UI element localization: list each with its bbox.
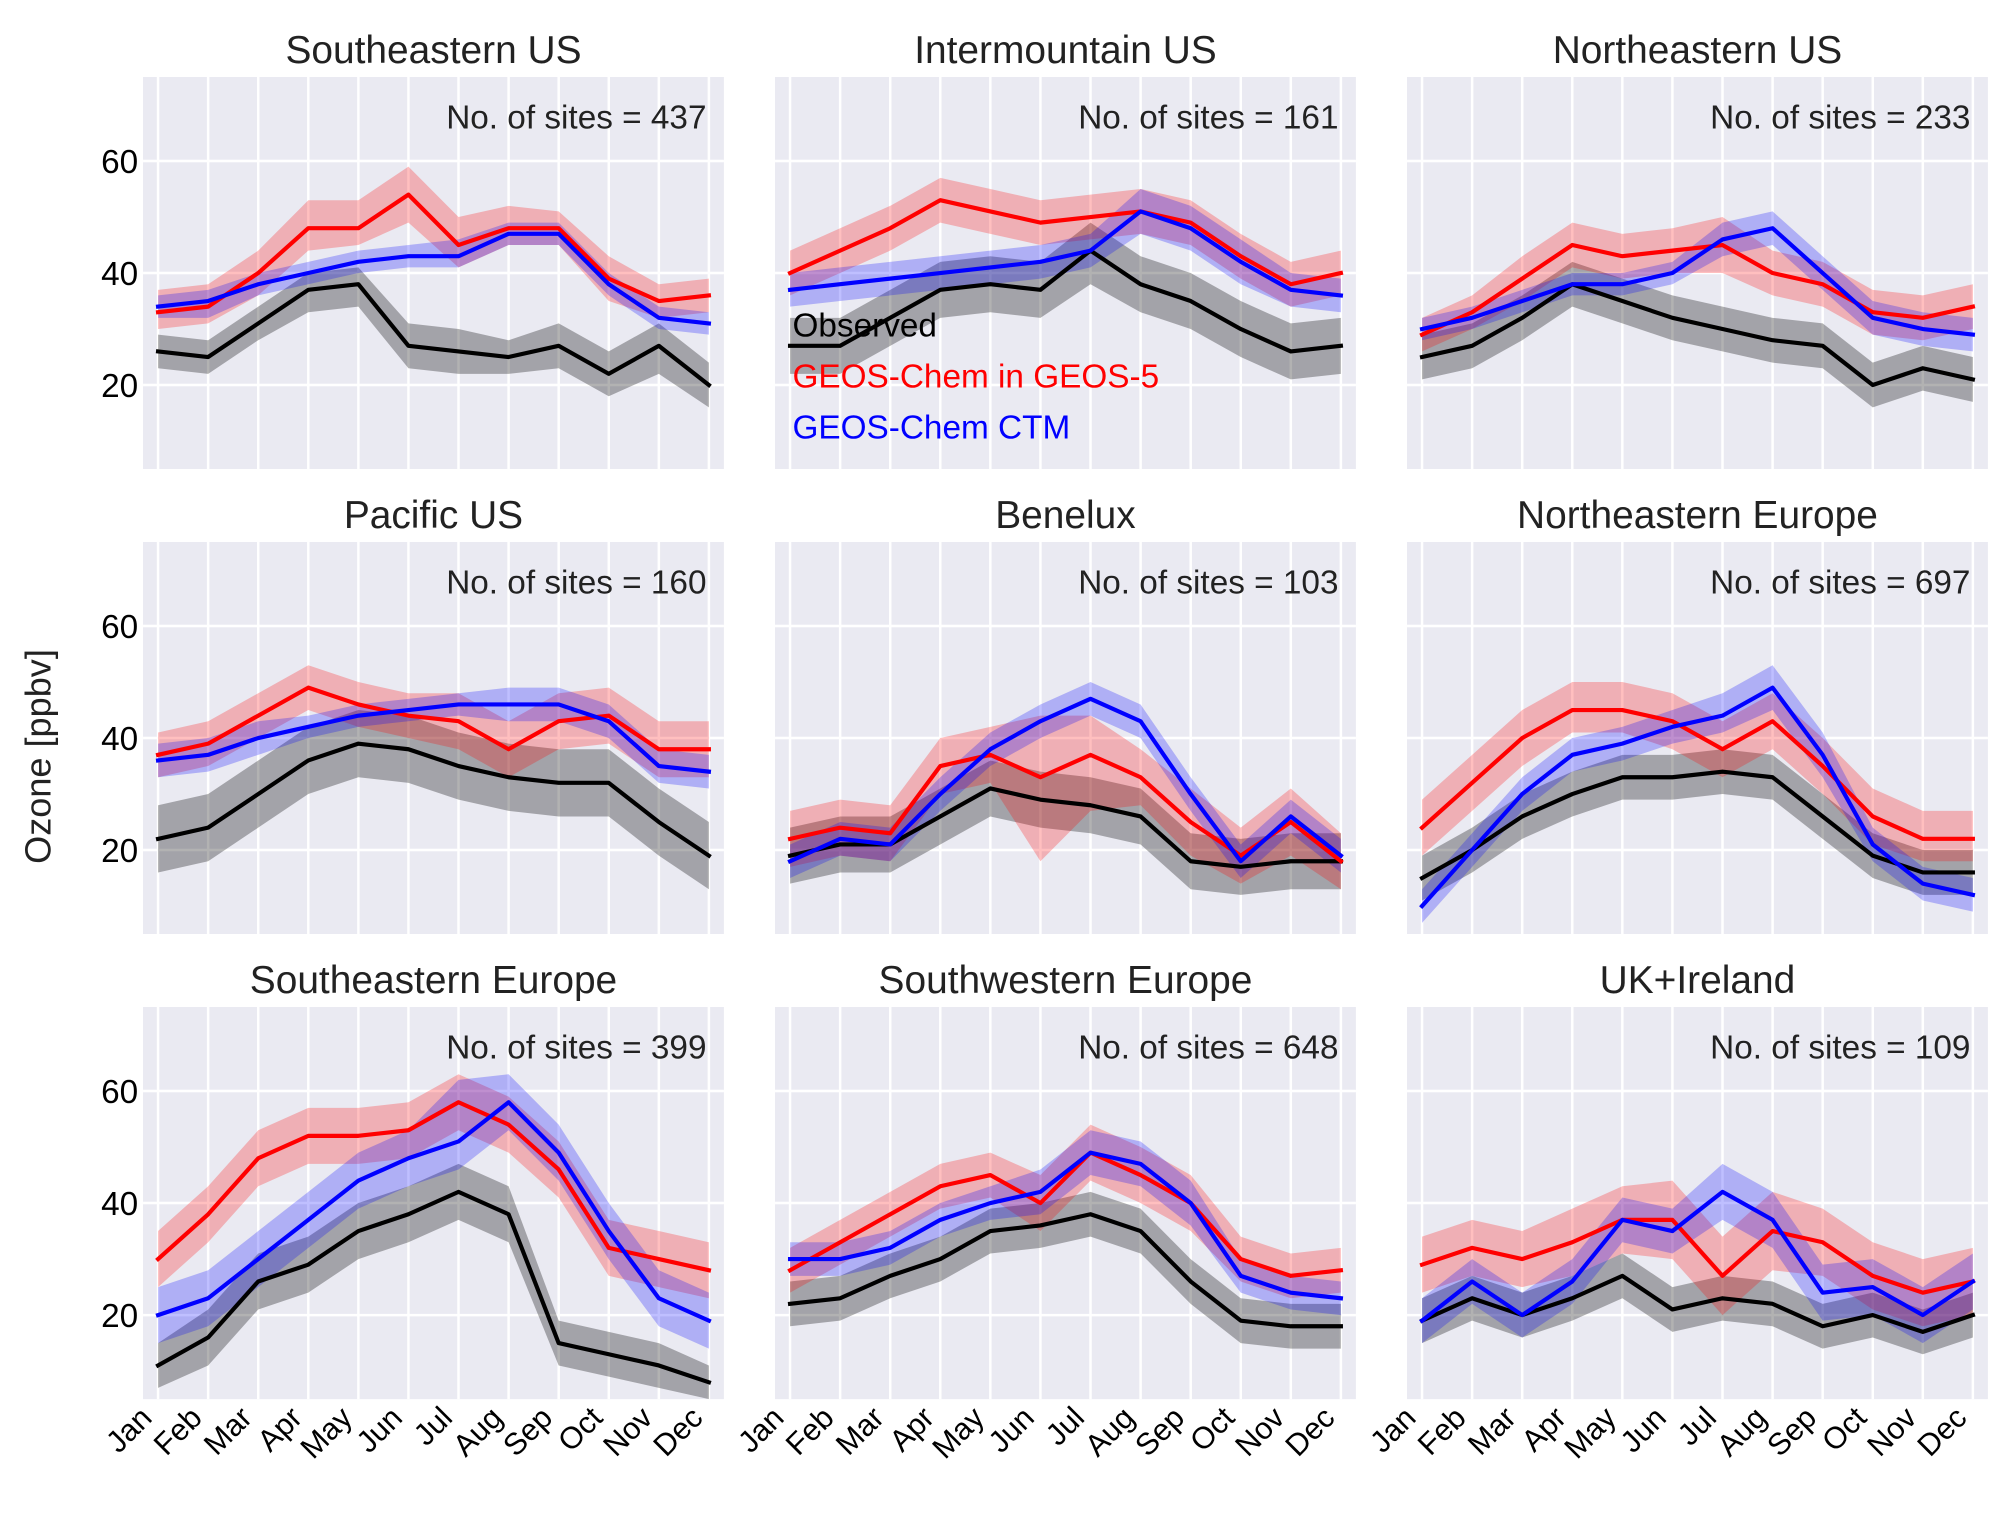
svg-text:40: 40	[101, 1186, 138, 1223]
svg-text:UK+Ireland: UK+Ireland	[1600, 959, 1796, 1002]
svg-text:No. of sites = 233: No. of sites = 233	[1710, 100, 1970, 137]
svg-text:Pacific US: Pacific US	[344, 494, 523, 537]
svg-text:60: 60	[101, 1074, 138, 1111]
svg-text:Intermountain US: Intermountain US	[914, 29, 1217, 72]
svg-text:60: 60	[101, 609, 138, 646]
svg-text:GEOS-Chem CTM: GEOS-Chem CTM	[792, 409, 1070, 446]
svg-text:Northeastern US: Northeastern US	[1553, 29, 1843, 72]
svg-text:No. of sites = 160: No. of sites = 160	[446, 565, 706, 602]
svg-text:Southeastern Europe: Southeastern Europe	[250, 959, 617, 1002]
svg-text:Ozone [ppbv]: Ozone [ppbv]	[17, 649, 58, 864]
svg-text:Southeastern US: Southeastern US	[285, 29, 581, 72]
svg-text:40: 40	[101, 721, 138, 758]
svg-text:Observed: Observed	[792, 307, 937, 344]
svg-text:No. of sites = 697: No. of sites = 697	[1710, 565, 1970, 602]
svg-text:No. of sites = 103: No. of sites = 103	[1078, 565, 1338, 602]
svg-text:Southwestern Europe: Southwestern Europe	[879, 959, 1253, 1002]
svg-text:20: 20	[101, 833, 138, 870]
svg-text:Northeastern Europe: Northeastern Europe	[1517, 494, 1878, 537]
svg-text:No. of sites = 109: No. of sites = 109	[1710, 1030, 1970, 1067]
svg-text:GEOS-Chem in GEOS-5: GEOS-Chem in GEOS-5	[792, 358, 1159, 395]
svg-text:No. of sites = 161: No. of sites = 161	[1078, 100, 1338, 137]
svg-text:No. of sites = 437: No. of sites = 437	[446, 100, 706, 137]
svg-text:60: 60	[101, 144, 138, 181]
svg-text:Benelux: Benelux	[995, 494, 1136, 537]
svg-text:20: 20	[101, 368, 138, 405]
svg-text:No. of sites = 648: No. of sites = 648	[1078, 1030, 1338, 1067]
svg-text:40: 40	[101, 256, 138, 293]
svg-text:No. of sites = 399: No. of sites = 399	[446, 1030, 706, 1067]
svg-text:20: 20	[101, 1298, 138, 1335]
